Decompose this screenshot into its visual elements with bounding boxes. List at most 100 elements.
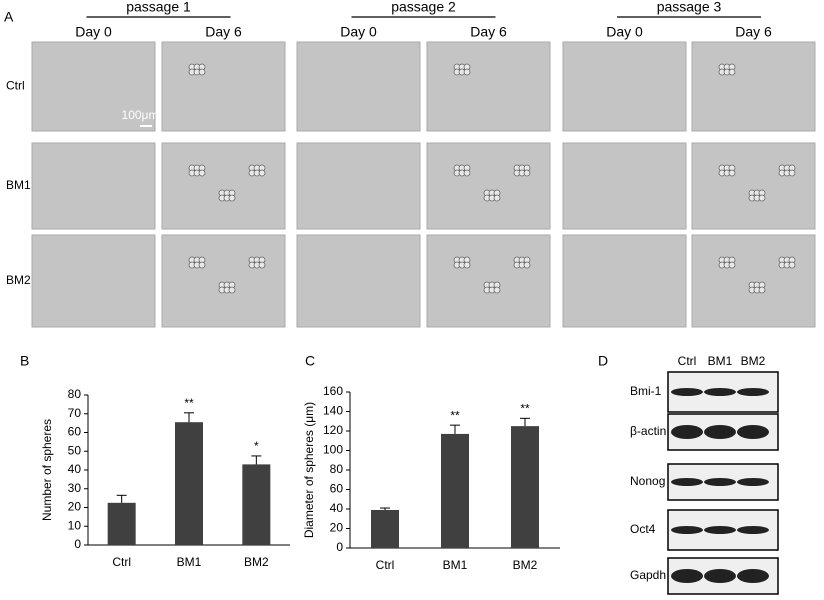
micrograph — [691, 41, 816, 132]
passage-label: passage 2 — [391, 0, 456, 15]
sphere-cell — [198, 68, 206, 76]
protein-label: Oct4 — [630, 522, 656, 536]
protein-label: Nonog — [630, 474, 665, 488]
band — [671, 478, 703, 486]
micrograph — [562, 41, 687, 132]
y-tick-label: 20 — [68, 500, 82, 514]
band — [704, 569, 736, 583]
sphere-cell — [463, 169, 471, 177]
x-tick-label: Ctrl — [376, 558, 395, 572]
sphere-cell — [788, 169, 796, 177]
sphere-cell — [758, 194, 766, 202]
micrograph — [296, 142, 421, 230]
scale-bar-label: 100μm — [122, 108, 159, 122]
day-label: Day 6 — [735, 24, 772, 40]
x-tick-label: BM2 — [513, 558, 538, 572]
band — [671, 388, 703, 396]
micrograph — [31, 234, 156, 328]
bar — [441, 433, 469, 548]
bar — [242, 464, 271, 545]
significance: ** — [450, 408, 460, 422]
micrograph — [426, 234, 551, 328]
micrograph — [161, 142, 286, 230]
micrograph — [296, 41, 421, 132]
band — [671, 569, 703, 583]
band — [704, 526, 736, 534]
y-tick-label: 30 — [68, 481, 82, 495]
y-axis-label: Number of spheres — [40, 419, 54, 521]
micrograph — [562, 142, 687, 230]
band — [704, 425, 736, 439]
band — [704, 478, 736, 486]
y-tick-label: 80 — [68, 387, 82, 401]
y-tick-label: 80 — [330, 462, 344, 476]
sphere-cell — [493, 286, 501, 294]
error-bar — [251, 455, 262, 465]
micrograph — [691, 234, 816, 328]
x-tick-label: BM1 — [177, 555, 202, 569]
y-tick-label: 70 — [68, 406, 82, 420]
significance: * — [254, 439, 259, 453]
y-tick-label: 60 — [330, 482, 344, 496]
band — [737, 478, 769, 486]
protein-label: β-actin — [630, 424, 666, 438]
error-bar — [520, 417, 530, 427]
band — [737, 526, 769, 534]
passage-label: passage 1 — [126, 0, 191, 15]
sphere-cell — [728, 68, 736, 76]
bar — [107, 502, 136, 545]
micrograph — [296, 234, 421, 328]
day-label: Day 0 — [340, 24, 377, 40]
sphere-cell — [258, 261, 266, 269]
micrograph — [426, 41, 551, 132]
band — [671, 425, 703, 439]
significance: ** — [184, 396, 194, 410]
y-tick-label: 40 — [68, 462, 82, 476]
sphere-cell — [523, 261, 531, 269]
y-tick-label: 0 — [74, 537, 81, 551]
panel-label: C — [305, 353, 315, 369]
band — [737, 388, 769, 396]
band — [737, 425, 769, 439]
sphere-cell — [728, 169, 736, 177]
y-tick-label: 100 — [323, 443, 343, 457]
bar — [511, 426, 539, 548]
micrograph — [691, 142, 816, 230]
row-label: Ctrl — [6, 79, 25, 93]
sphere-cell — [258, 169, 266, 177]
panel-label: B — [20, 353, 29, 369]
day-label: Day 0 — [75, 24, 112, 40]
day-label: Day 6 — [470, 24, 507, 40]
error-bar — [184, 412, 194, 423]
micrograph — [31, 41, 156, 132]
y-tick-label: 50 — [68, 443, 82, 457]
error-bar — [380, 507, 390, 510]
x-tick-label: Ctrl — [112, 555, 131, 569]
band — [737, 569, 769, 583]
significance: ** — [520, 401, 530, 415]
sphere-cell — [228, 194, 236, 202]
lane-label: BM2 — [741, 354, 766, 368]
sphere-cell — [523, 169, 531, 177]
sphere-cell — [198, 169, 206, 177]
protein-label: Bmi-1 — [630, 384, 662, 398]
y-tick-label: 0 — [336, 540, 343, 554]
row-label: BM1 — [6, 178, 31, 192]
y-tick-label: 60 — [68, 425, 82, 439]
micrograph — [426, 142, 551, 230]
y-tick-label: 160 — [323, 384, 343, 398]
bar — [371, 509, 399, 548]
day-label: Day 6 — [205, 24, 242, 40]
panel-label: D — [598, 353, 608, 369]
error-bar — [450, 424, 460, 434]
y-tick-label: 10 — [68, 518, 82, 532]
sphere-cell — [228, 286, 236, 294]
micrograph — [31, 142, 156, 230]
y-tick-label: 140 — [323, 404, 343, 418]
y-axis-label: Diameter of spheres (μm) — [302, 402, 316, 538]
sphere-cell — [463, 261, 471, 269]
x-tick-label: BM1 — [443, 558, 468, 572]
panel-label: A — [4, 9, 14, 25]
y-tick-label: 20 — [330, 521, 344, 535]
